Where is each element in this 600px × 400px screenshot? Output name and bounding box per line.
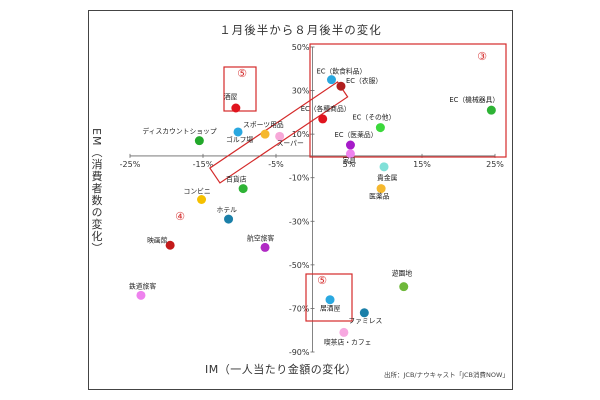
data-point bbox=[345, 149, 355, 159]
point-label: 遊園地 bbox=[392, 269, 413, 278]
point-label: 医薬品 bbox=[369, 192, 390, 201]
point-label: EC（医薬品） bbox=[334, 130, 377, 139]
point-label: 航空旅客 bbox=[247, 233, 274, 242]
point-label: 百貨店 bbox=[226, 175, 247, 184]
point-label: 酒屋 bbox=[224, 93, 238, 101]
x-tick-label: 25% bbox=[486, 160, 504, 169]
y-tick-label: -30% bbox=[289, 217, 310, 226]
data-point bbox=[136, 290, 146, 300]
annotation-label: ⑤ bbox=[317, 274, 327, 287]
point-label: ホテル bbox=[217, 206, 238, 214]
point-label: ゴルフ場 bbox=[226, 135, 253, 144]
data-point bbox=[224, 214, 234, 224]
point-label: 居酒屋 bbox=[320, 305, 341, 313]
point-label: EC（その他） bbox=[352, 113, 395, 122]
y-axis-label: EM（消費者数の変化） bbox=[90, 128, 103, 255]
data-point bbox=[197, 195, 207, 204]
point-label: 貴金属 bbox=[377, 173, 398, 182]
data-point bbox=[194, 136, 204, 146]
data-point bbox=[379, 162, 389, 172]
y-tick-label: 10% bbox=[292, 130, 310, 139]
annotation-label: ⑤ bbox=[237, 67, 247, 80]
point-label: EC（飲食料品） bbox=[316, 67, 366, 76]
data-point bbox=[260, 242, 270, 252]
annotation-box-5-top bbox=[223, 66, 257, 112]
point-label: 家具 bbox=[342, 156, 356, 165]
data-point bbox=[238, 184, 248, 194]
data-point bbox=[260, 129, 270, 139]
data-point bbox=[318, 114, 328, 124]
data-point bbox=[326, 75, 336, 85]
data-point bbox=[336, 81, 346, 91]
y-tick-label: -10% bbox=[289, 174, 310, 183]
x-tick-label: 15% bbox=[413, 160, 431, 169]
point-label: スポーツ用品 bbox=[243, 121, 284, 129]
point-label: EC（機械器具） bbox=[449, 95, 499, 104]
y-tick-label: 50% bbox=[292, 43, 310, 52]
y-tick-label: -70% bbox=[289, 304, 310, 313]
data-point bbox=[359, 308, 369, 318]
point-label: EC（衣服） bbox=[346, 76, 382, 85]
annotation-label: ③ bbox=[477, 50, 487, 63]
data-point bbox=[399, 282, 409, 292]
source-note: 出所：JCB/ナウキャスト「JCB消費NOW」 bbox=[384, 371, 509, 379]
annotation-label: ④ bbox=[175, 210, 185, 223]
y-tick-label: -50% bbox=[289, 261, 310, 270]
y-tick-label: 30% bbox=[292, 87, 310, 96]
data-point bbox=[231, 103, 241, 113]
data-point bbox=[165, 240, 175, 250]
data-point bbox=[275, 131, 285, 141]
data-point bbox=[375, 123, 385, 133]
data-point bbox=[325, 295, 335, 305]
x-tick-label: -5% bbox=[268, 160, 284, 169]
point-label: ディスカウントショップ bbox=[142, 127, 216, 136]
point-label: EC（各種商品） bbox=[301, 104, 351, 113]
chart-title: １月後半から８月後半の変化 bbox=[219, 23, 382, 37]
data-point bbox=[233, 127, 243, 137]
point-label: スーパー bbox=[277, 139, 304, 147]
point-label: 喫茶店・カフェ bbox=[324, 337, 372, 346]
point-label: 映画館 bbox=[147, 235, 168, 244]
point-label: ファミレス bbox=[348, 317, 382, 325]
point-label: 鉄道旅客 bbox=[129, 281, 156, 290]
x-axis-label: IM（一人当たり金額の変化） bbox=[205, 363, 357, 376]
chart-frame bbox=[88, 10, 513, 390]
x-tick-label: -15% bbox=[193, 160, 214, 169]
x-tick-label: -25% bbox=[120, 160, 141, 169]
data-point bbox=[486, 105, 496, 115]
data-point bbox=[345, 140, 355, 150]
point-label: コンビニ bbox=[184, 187, 211, 196]
y-tick-label: -90% bbox=[289, 348, 310, 357]
data-point bbox=[376, 184, 386, 194]
data-point bbox=[339, 327, 349, 337]
x-tick-label: 5% bbox=[343, 160, 356, 169]
annotation-box-5-bottom bbox=[305, 273, 353, 322]
